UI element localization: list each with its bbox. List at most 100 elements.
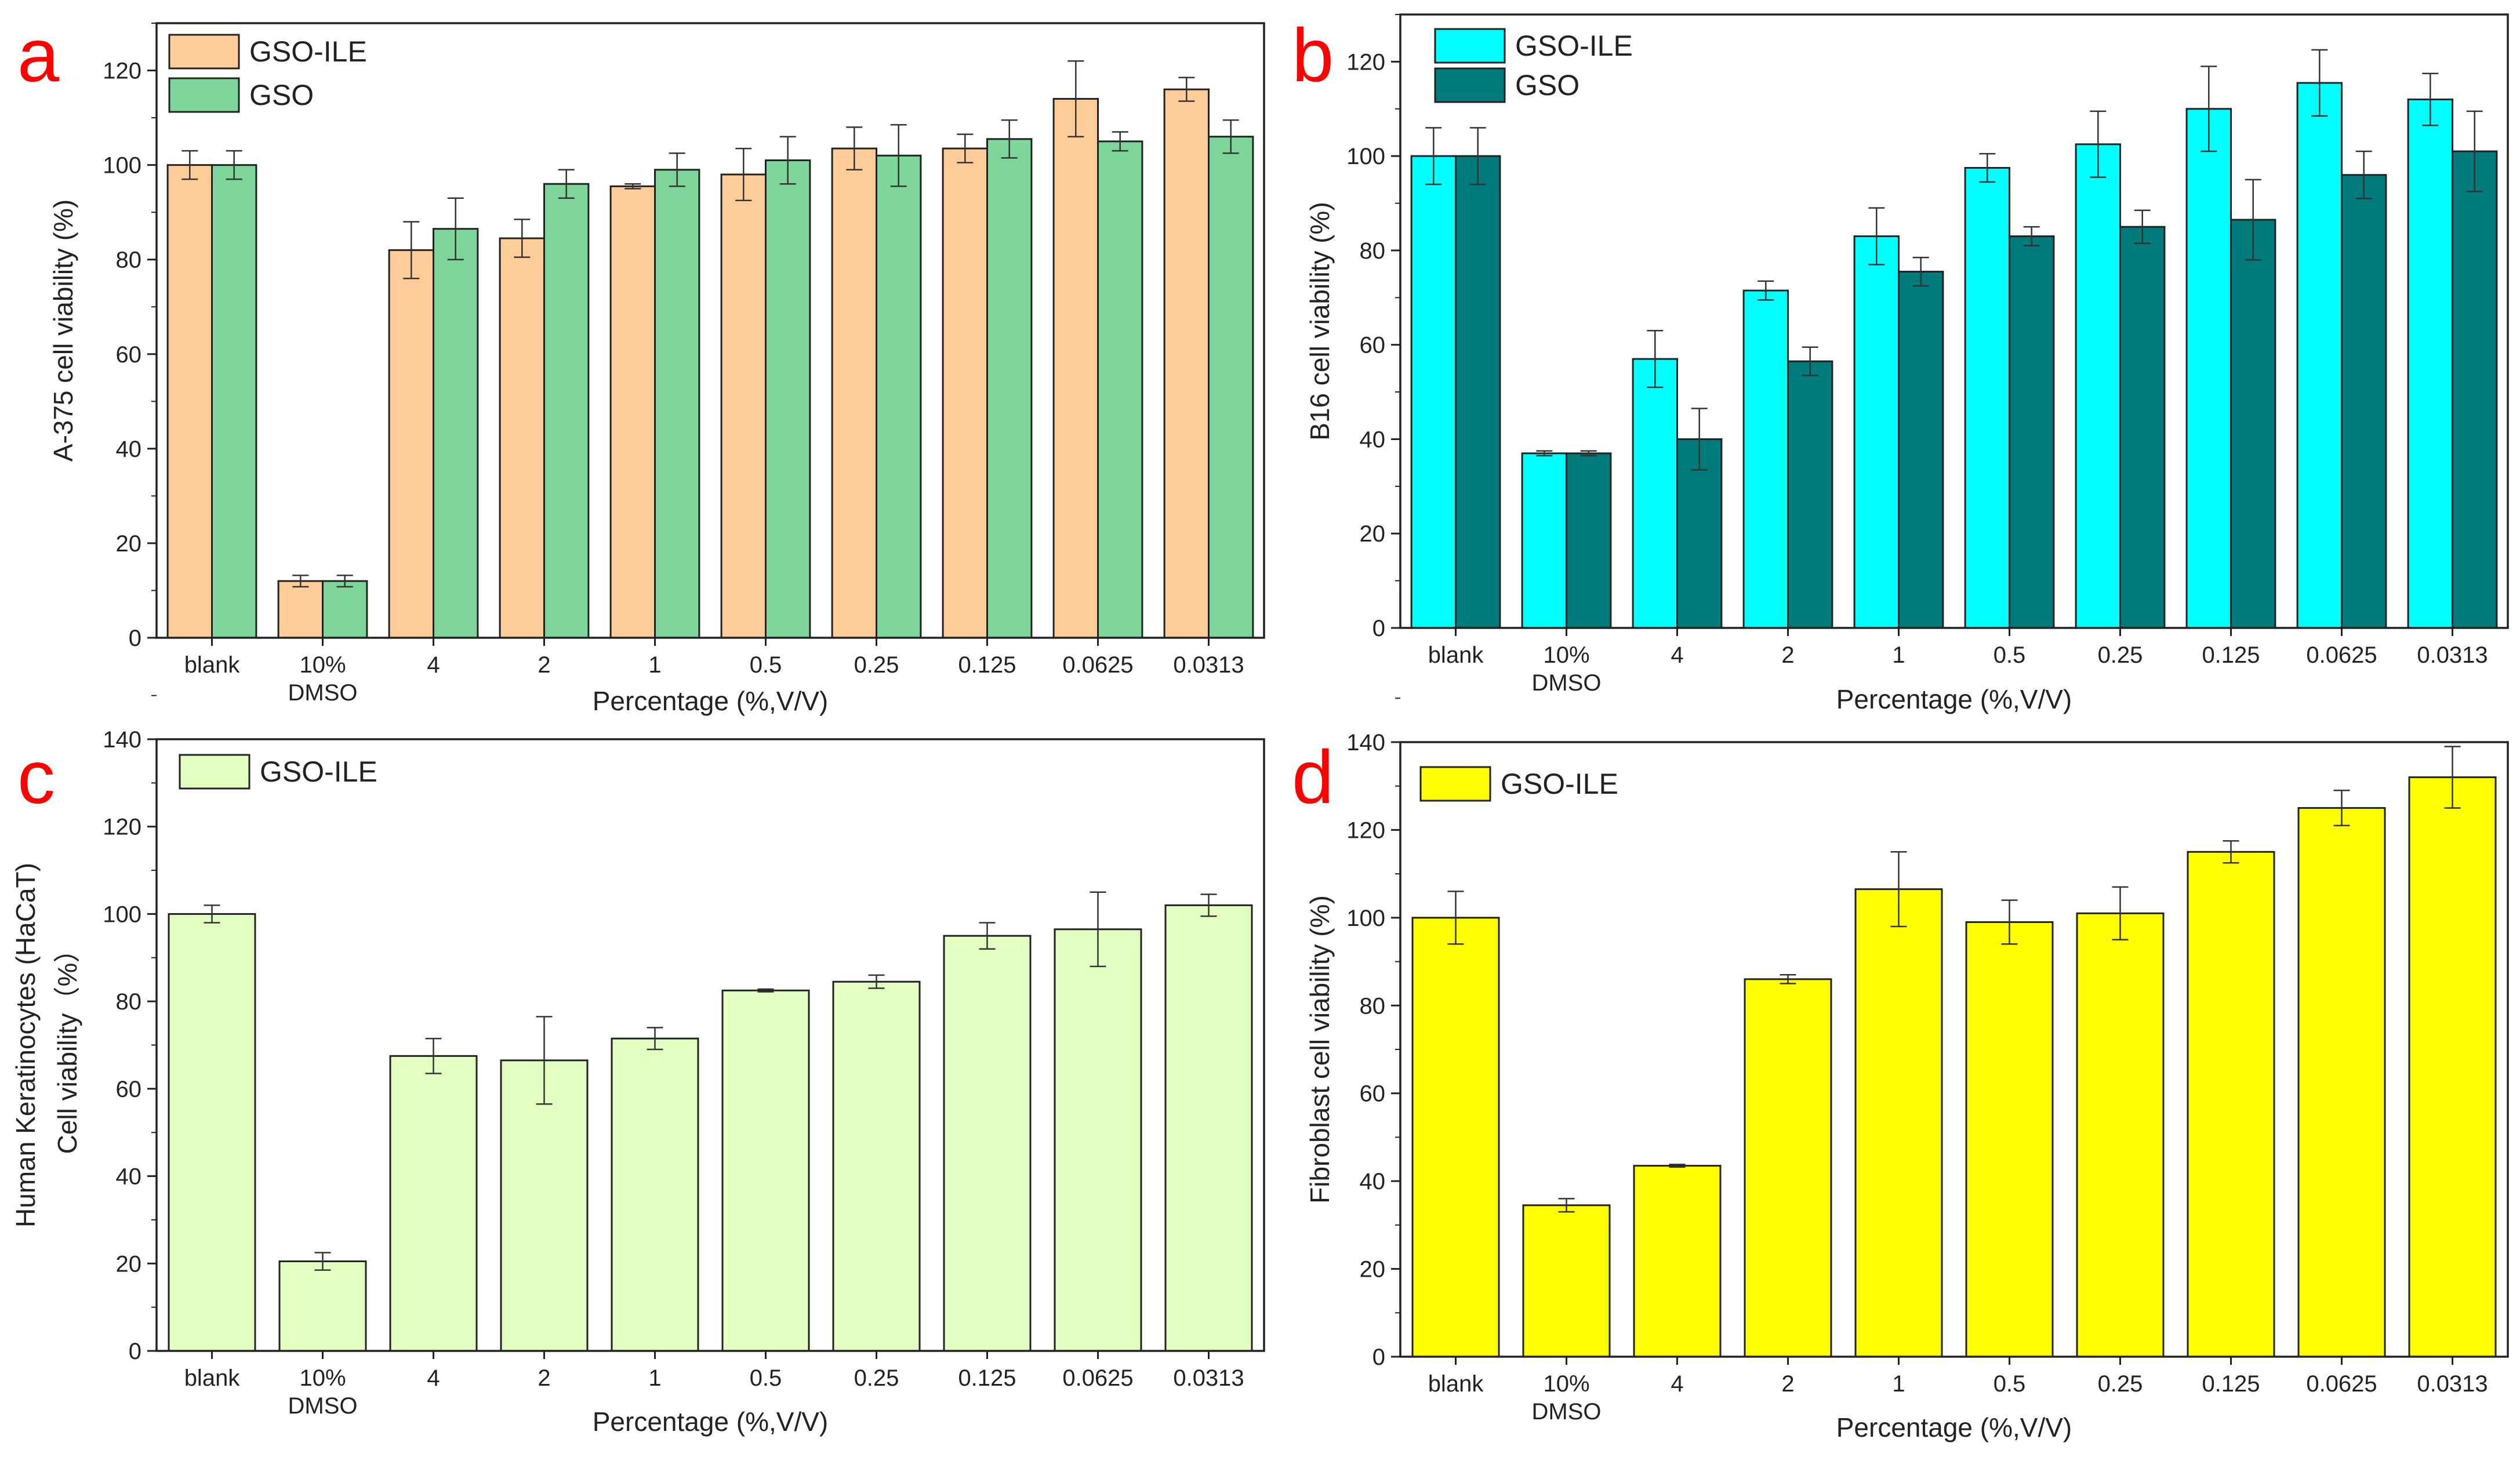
bar-gso-ile-8 — [2297, 807, 2386, 1358]
x-tick-label: 0.0313 — [2417, 642, 2488, 668]
y-tick-label: 40 — [1360, 427, 1386, 452]
x-tick-label: 1 — [1892, 642, 1905, 668]
x-tick-label: 0.0625 — [1062, 652, 1133, 678]
bar-gso-0 — [1455, 155, 1501, 629]
bar-gso-ile-3 — [1744, 978, 1832, 1358]
x-tick-label: 0.0625 — [1062, 1365, 1133, 1391]
x-tick-label: 2 — [538, 652, 550, 678]
panel-c: c 0 20 40 60 80 100 120 140 blank 10%DMSO 4 2 1 0.5 0.2… — [10, 695, 1265, 1437]
y-tick-label: 60 — [116, 1077, 142, 1102]
x-tick-label: 10% — [299, 652, 346, 678]
bar-gso-ile-5 — [1964, 167, 2011, 629]
y-tick-label: 80 — [116, 248, 142, 273]
bar-gso-ile-2 — [1633, 1165, 1722, 1358]
x-axis-title: Percentage (%,V/V) — [1836, 1412, 2072, 1443]
x-tick-label: blank — [1428, 1371, 1484, 1397]
y-tick-label: 100 — [1346, 144, 1385, 169]
y-tick-label: 0 — [129, 626, 141, 651]
y-tick-label: 80 — [1360, 238, 1386, 264]
panel-letter: a — [17, 13, 60, 97]
y-tick-label: 120 — [103, 59, 141, 84]
x-tick-label: 0.25 — [854, 1365, 899, 1391]
y-tick-label: 20 — [1360, 521, 1386, 547]
bar-gso-ile-9 — [2407, 98, 2454, 629]
bar-gso-ile-2 — [388, 249, 434, 639]
x-tick-label: 10% — [1543, 642, 1589, 668]
x-tick-label: 0.5 — [1994, 1371, 2026, 1397]
legend-swatch — [179, 754, 250, 790]
bar-gso-ile-9 — [2408, 776, 2497, 1358]
y-tick-label: 60 — [1360, 1081, 1386, 1107]
legend-label: GSO-ILE — [1501, 768, 1618, 800]
bar-gso-ile-5 — [720, 173, 767, 639]
y-tick-label: 20 — [116, 531, 142, 557]
bar-gso-ile-6 — [2075, 143, 2122, 629]
bar-gso-ile-0 — [168, 913, 256, 1352]
y-axis-title: Cell viability（%） — [52, 936, 82, 1154]
y-axis-title: Fibroblast cell viability (%) — [1305, 895, 1335, 1204]
bar-gso-1 — [322, 580, 368, 639]
bar-gso-ile-7 — [2187, 851, 2275, 1358]
bar-gso-8 — [1097, 140, 1143, 639]
y-tick-label: 80 — [1360, 993, 1386, 1019]
x-tick-label: 0.0625 — [2306, 1371, 2377, 1397]
bar-gso-ile-8 — [1054, 928, 1142, 1352]
x-tick-label: 0.25 — [2098, 642, 2143, 668]
plot-frame — [1399, 13, 2509, 629]
bar-gso-ile-0 — [1411, 917, 1500, 1358]
x-tick-label: 4 — [427, 652, 440, 678]
bar-gso-ile-0 — [1410, 155, 1457, 629]
bar-gso-7 — [2230, 219, 2276, 629]
x-tick-label: 0.5 — [750, 652, 782, 678]
legend-swatch — [168, 77, 240, 113]
y-axis-title: Human Keratinocytes (HaCaT) — [10, 863, 41, 1227]
bar-gso-3 — [1787, 360, 1833, 629]
bar-gso-ile-9 — [1164, 904, 1253, 1352]
bar-gso-ile-8 — [1052, 97, 1099, 639]
legend-swatch — [1419, 766, 1491, 802]
bar-gso-5 — [2009, 235, 2055, 629]
legend-swatch — [168, 34, 240, 70]
legend-label: GSO-ILE — [1515, 30, 1633, 62]
x-tick-label: 0.125 — [2202, 642, 2260, 668]
bar-gso-5 — [765, 159, 811, 639]
panel-d: d 0 20 40 60 80 100 120 140 blank 10%DMSO 4 2 1 0.5 0.2… — [1292, 697, 2509, 1443]
bar-gso-4 — [1898, 271, 1944, 629]
y-tick-label: 100 — [1346, 906, 1385, 931]
bar-gso-ile-2 — [1632, 358, 1679, 629]
x-tick-label: 0.25 — [2098, 1371, 2143, 1397]
bar-gso-2 — [1676, 438, 1723, 629]
x-tick-label: 1 — [648, 1365, 661, 1391]
x-tick-label: 4 — [427, 1365, 440, 1391]
bar-gso-9 — [2452, 150, 2498, 629]
x-tick-label: blank — [184, 1365, 241, 1391]
y-tick-label: 20 — [116, 1251, 142, 1277]
x-tick-label: 0.5 — [750, 1365, 782, 1391]
bar-gso-ile-3 — [499, 237, 545, 639]
y-axis-title: B16 cell viability (%) — [1305, 202, 1335, 441]
bar-gso-3 — [543, 183, 590, 639]
plot-frame — [155, 22, 1265, 639]
bar-gso-ile-3 — [1742, 289, 1789, 629]
bar-gso-ile-9 — [1163, 88, 1210, 639]
bar-gso-2 — [433, 228, 479, 639]
x-tick-label: 0.25 — [854, 652, 899, 678]
legend-label: GSO — [249, 79, 314, 111]
bar-gso-7 — [986, 138, 1033, 639]
x-tick-label: 2 — [1781, 1371, 1794, 1397]
legend-label: GSO — [1515, 69, 1579, 101]
bar-gso-ile-7 — [943, 935, 1032, 1352]
y-tick-label: 100 — [103, 902, 141, 927]
legend-swatch — [1434, 28, 1506, 64]
x-tick-label: DMSO — [1532, 670, 1602, 696]
y-tick-label: 120 — [1346, 817, 1385, 843]
x-tick-label: 10% — [1543, 1371, 1589, 1397]
x-axis-title: Percentage (%,V/V) — [593, 1407, 829, 1437]
x-tick-label: blank — [184, 652, 241, 678]
bar-gso-ile-3 — [500, 1059, 589, 1352]
bar-gso-9 — [1208, 136, 1254, 639]
legend-swatch — [1434, 67, 1506, 103]
x-tick-label: 2 — [538, 1365, 550, 1391]
bar-gso-6 — [876, 154, 922, 639]
